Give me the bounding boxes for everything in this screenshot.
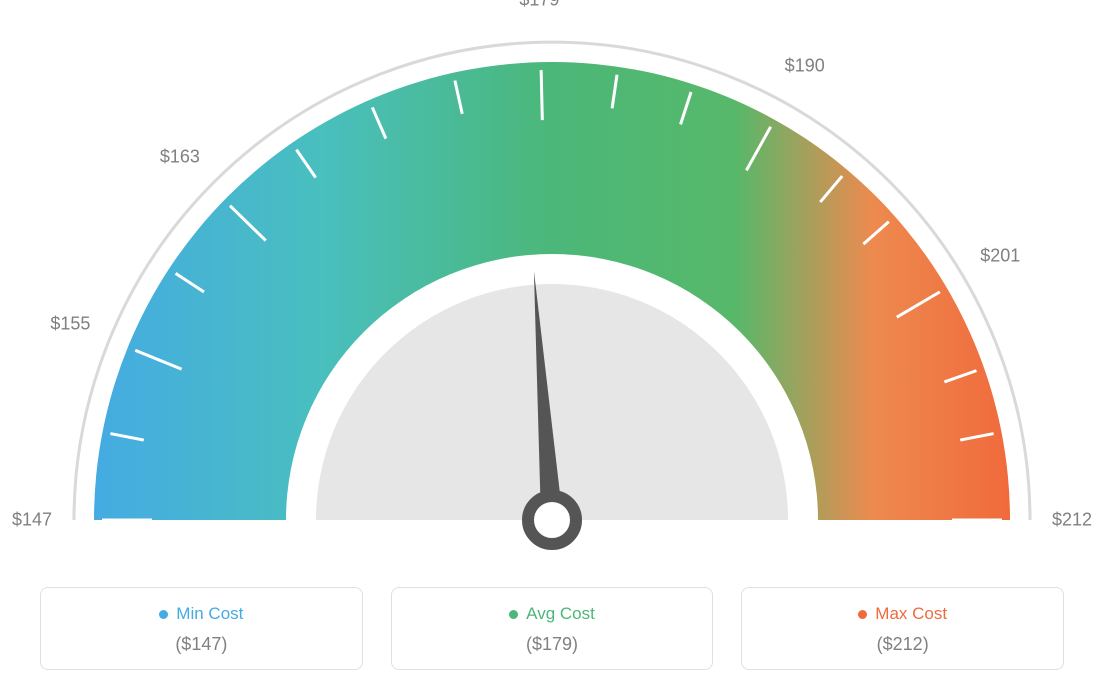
- legend-min-title: Min Cost: [159, 604, 243, 624]
- legend-avg-label: Avg Cost: [526, 604, 595, 624]
- gauge-tick-label: $155: [50, 313, 90, 334]
- gauge-tick-label: $212: [1052, 510, 1092, 531]
- legend-min: Min Cost ($147): [40, 587, 363, 670]
- dot-icon: [159, 610, 168, 619]
- legend-min-label: Min Cost: [176, 604, 243, 624]
- legend-min-value: ($147): [51, 634, 352, 655]
- dot-icon: [858, 610, 867, 619]
- legend-avg: Avg Cost ($179): [391, 587, 714, 670]
- gauge-tick-label: $147: [12, 510, 52, 531]
- chart-container: $147 $155 $163 $179 $190 $201 $212 Min Cost ($…: [0, 0, 1104, 690]
- legend-max-label: Max Cost: [875, 604, 947, 624]
- legend-max-value: ($212): [752, 634, 1053, 655]
- gauge-tick-label: $190: [785, 55, 825, 76]
- gauge-tick-label: $163: [160, 146, 200, 167]
- legend-row: Min Cost ($147) Avg Cost ($179) Max Cost…: [40, 587, 1064, 670]
- dot-icon: [509, 610, 518, 619]
- gauge-tick-label: $201: [980, 246, 1020, 267]
- gauge-chart: $147 $155 $163 $179 $190 $201 $212: [0, 0, 1104, 570]
- legend-avg-title: Avg Cost: [509, 604, 595, 624]
- legend-max-title: Max Cost: [858, 604, 947, 624]
- legend-max: Max Cost ($212): [741, 587, 1064, 670]
- legend-avg-value: ($179): [402, 634, 703, 655]
- gauge-svg: [0, 0, 1104, 570]
- gauge-tick-label: $179: [519, 0, 559, 11]
